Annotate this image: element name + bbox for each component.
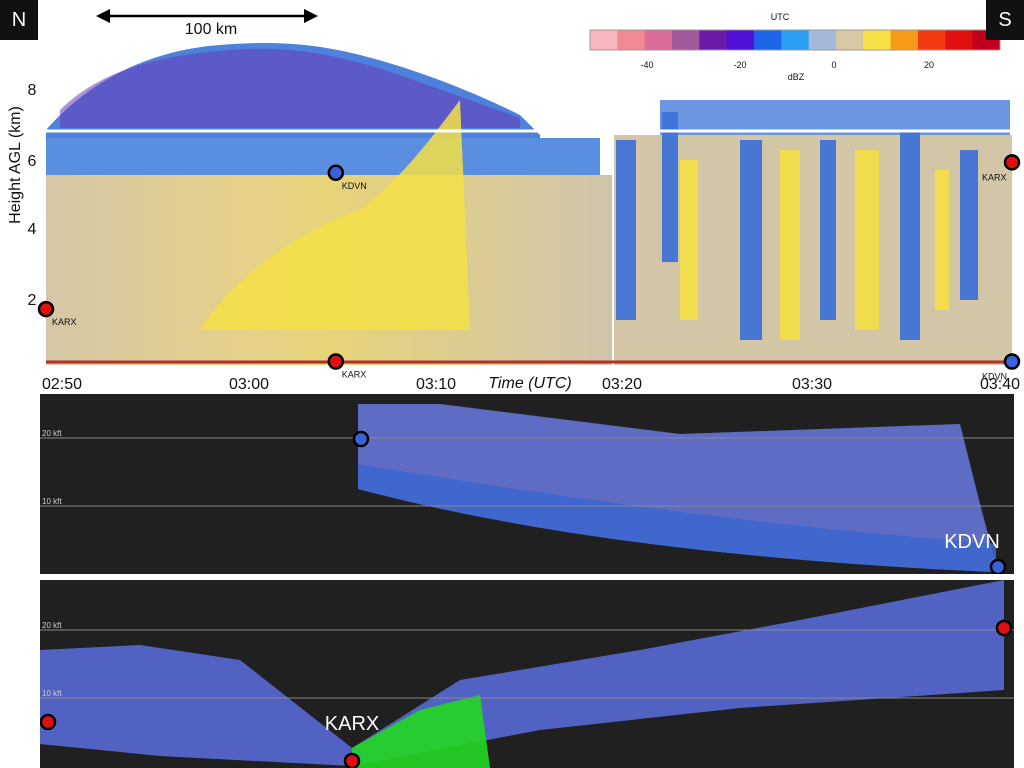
karx-site-label: KARX <box>325 713 379 735</box>
site-label-karx: KARX <box>52 317 77 327</box>
karx-marker-center <box>343 752 361 768</box>
colorbar-top-label: UTC <box>771 12 790 22</box>
colorbar-bottom-label: dBZ <box>788 72 805 82</box>
site-markers: KDVN KARX KARX KDVN KARX <box>37 154 1021 382</box>
karx-green-core <box>352 695 490 768</box>
x-tick-0330: 03:30 <box>792 376 832 392</box>
kdvn-echo-lower <box>358 464 996 572</box>
karx-marker-left <box>40 713 57 731</box>
colorbar-tick-0: 0 <box>831 60 836 70</box>
colorbar-swatch <box>754 30 782 50</box>
site-label-kdvn: KDVN <box>982 372 1007 382</box>
kdvn-marker-lower <box>989 558 1007 574</box>
kdvn-marker-upper <box>352 430 370 448</box>
site-label-karx: KARX <box>342 370 367 380</box>
x-tick-0250: 02:50 <box>42 376 82 392</box>
y-tick-8: 8 <box>28 82 37 99</box>
colorbar-swatch <box>890 30 919 50</box>
y-axis-label: Height AGL (km) <box>7 106 24 224</box>
yellow-core <box>200 100 470 330</box>
kdvn-radar-panel: 20 kft 10 kft KDVN <box>40 394 1014 574</box>
karx-radar-panel: 20 kft 10 kft KARX <box>40 580 1014 768</box>
x-axis-label: Time (UTC) <box>488 375 571 392</box>
north-label: N <box>0 0 38 40</box>
colorbar-swatch <box>590 30 618 50</box>
south-label: S <box>986 0 1024 40</box>
site-marker-karx <box>37 300 55 318</box>
right-upper-echo <box>660 100 1010 135</box>
colorbar-tick-20: 20 <box>924 60 934 70</box>
colorbar-swatch <box>781 30 810 50</box>
kdvn-site-label: KDVN <box>944 531 1000 553</box>
x-tick-0320: 03:20 <box>602 376 642 392</box>
colorbar-swatch <box>726 30 755 50</box>
colorbar-frame <box>589 29 1001 51</box>
colorbar-swatch <box>644 30 673 50</box>
colorbar-swatch <box>836 30 864 50</box>
scale-bar-right-arrow <box>304 9 318 23</box>
colorbar-swatch <box>617 30 646 50</box>
scale-bar-label: 100 km <box>185 21 237 38</box>
right-convective-cells <box>616 112 978 340</box>
y-tick-6: 6 <box>28 153 37 170</box>
site-marker-karx <box>327 353 345 370</box>
colorbar-tick-m40: -40 <box>640 60 653 70</box>
right-yellow-cells <box>680 150 949 340</box>
karx-marker-right <box>995 619 1013 637</box>
x-tick-0340: 03:40 <box>980 376 1020 392</box>
site-marker-kdvn <box>1003 353 1021 370</box>
site-marker-karx <box>1003 154 1021 171</box>
kdvn-20kft-label: 20 kft <box>42 429 62 438</box>
y-tick-4: 4 <box>28 221 37 238</box>
colorbar <box>589 29 1001 51</box>
karx-20kft-label: 20 kft <box>42 621 62 630</box>
colorbar-swatch <box>918 30 946 50</box>
colorbar-swatch <box>808 30 837 50</box>
upper-echo-top <box>60 48 520 128</box>
reflectivity-cross-section: 8 6 4 2 Height AGL (km) 02:50 03:00 03:1… <box>7 9 1021 392</box>
karx-echo-swath <box>40 580 1004 766</box>
colorbar-tick-m20: -20 <box>733 60 746 70</box>
karx-10kft-label: 10 kft <box>42 689 62 698</box>
site-label-karx: KARX <box>982 172 1007 182</box>
colorbar-swatch <box>863 30 892 50</box>
site-label-kdvn: KDVN <box>342 181 367 191</box>
kdvn-10kft-label: 10 kft <box>42 497 62 506</box>
colorbar-swatch <box>699 30 728 50</box>
y-tick-2: 2 <box>28 292 37 309</box>
x-tick-0300: 03:00 <box>229 376 269 392</box>
colorbar-swatch <box>672 30 700 50</box>
scale-bar-left-arrow <box>96 9 110 23</box>
colorbar-swatch <box>945 30 974 50</box>
site-marker-kdvn <box>327 164 345 182</box>
x-tick-0310: 03:10 <box>416 376 456 392</box>
